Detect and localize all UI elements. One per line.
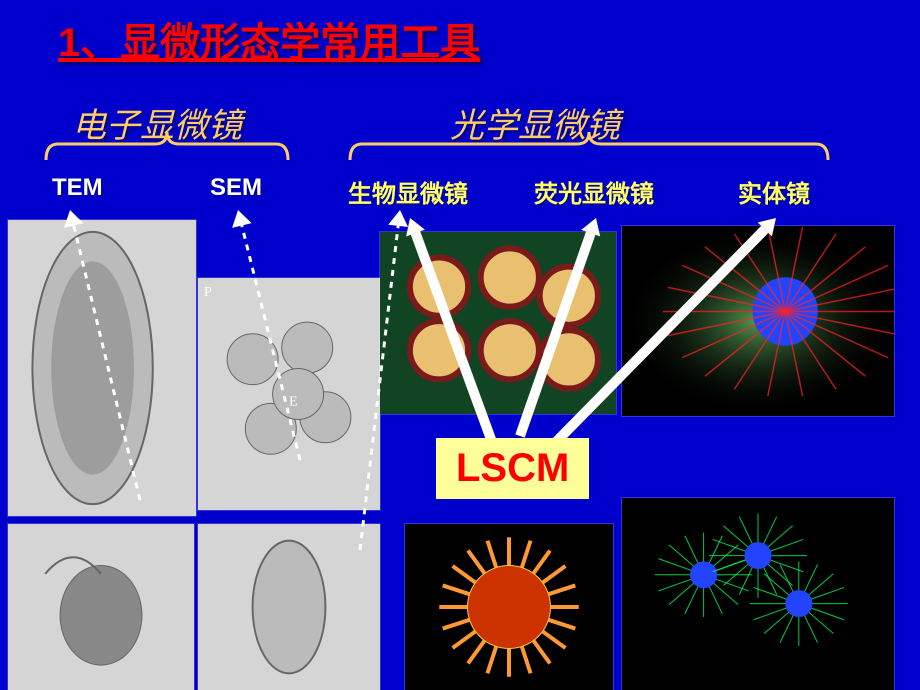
image-fluor-1 bbox=[622, 226, 894, 416]
slide-title: 1、显微形态学常用工具 bbox=[58, 10, 480, 68]
slide-root: 1、显微形态学常用工具 电子显微镜 光学显微镜 TEM SEM 生物显微镜 荧光… bbox=[0, 0, 920, 690]
svg-text:P: P bbox=[204, 285, 212, 300]
category-electron: 电子显微镜 bbox=[72, 98, 242, 147]
image-tem-1 bbox=[8, 220, 196, 516]
label-sem: SEM bbox=[210, 174, 262, 202]
label-bio: 生物显微镜 bbox=[348, 174, 468, 209]
image-tem-2 bbox=[8, 524, 194, 690]
image-fluor-2 bbox=[622, 498, 894, 690]
image-sem-1: PE bbox=[198, 278, 380, 510]
image-bio-2 bbox=[405, 524, 613, 690]
lscm-label: LSCM bbox=[436, 438, 589, 499]
label-tem: TEM bbox=[52, 174, 103, 202]
category-optical: 光学显微镜 bbox=[450, 98, 620, 147]
svg-text:E: E bbox=[289, 395, 298, 410]
label-stereo: 实体镜 bbox=[738, 174, 810, 209]
image-bio-1 bbox=[380, 232, 616, 414]
image-sem-2 bbox=[198, 524, 380, 690]
label-fluor: 荧光显微镜 bbox=[534, 174, 654, 209]
